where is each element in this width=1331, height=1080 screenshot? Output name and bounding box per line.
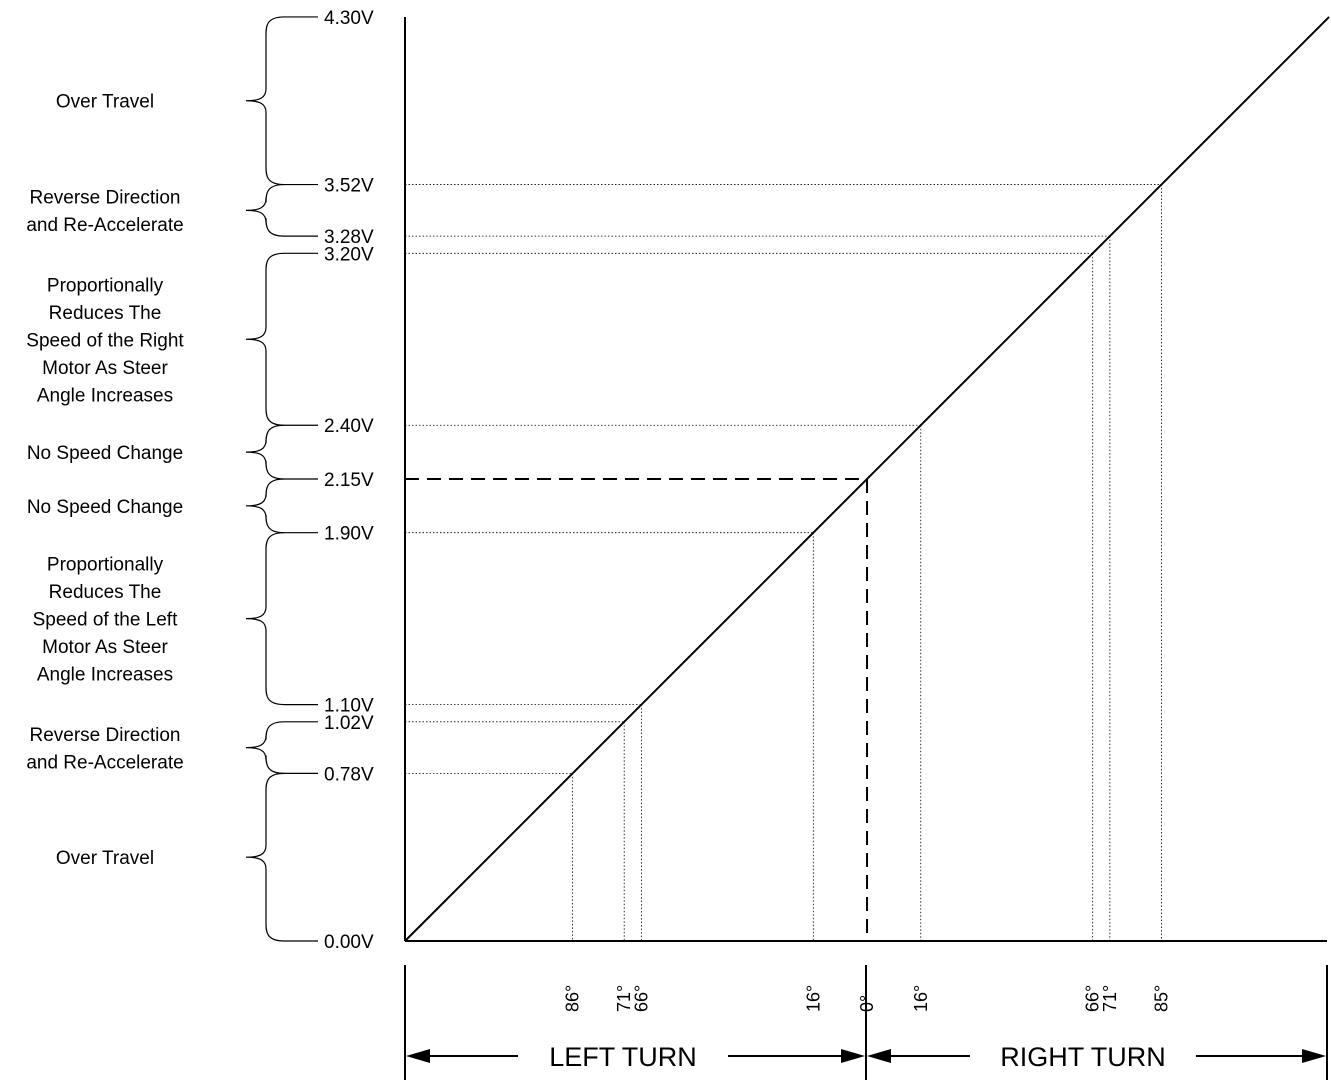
voltage-label: 3.28V	[324, 227, 374, 248]
angle-label: 85°	[1151, 985, 1171, 1012]
angle-label: 16°	[803, 985, 823, 1012]
voltage-label: 2.15V	[324, 470, 374, 491]
zone-brace	[245, 16, 285, 186]
zone-text: Over Travel	[56, 92, 154, 113]
angle-label: 71°	[1100, 985, 1120, 1012]
zone-text: Proportionally	[47, 275, 164, 296]
arrowhead-right-inner	[867, 1049, 891, 1063]
zone-brace	[245, 252, 285, 426]
zone-text: Reverse Direction	[30, 725, 181, 746]
zone-text: and Re-Accelerate	[26, 215, 183, 236]
right-turn-label: RIGHT TURN	[1000, 1042, 1166, 1072]
zone-text: Proportionally	[47, 555, 164, 576]
voltage-label: 0.78V	[324, 764, 374, 785]
voltage-label: 2.40V	[324, 416, 374, 437]
voltage-label: 3.52V	[324, 176, 374, 197]
zone-text: Motor As Steer	[42, 637, 168, 658]
angle-label: 66°	[631, 985, 651, 1012]
zone-text: Reduces The	[49, 303, 162, 324]
voltage-label: 3.20V	[324, 244, 374, 265]
voltage-label: 1.02V	[324, 713, 374, 734]
zone-text: No Speed Change	[27, 443, 183, 464]
zone-brace	[245, 721, 285, 774]
zone-text: Angle Increases	[37, 665, 173, 686]
angle-label: 16°	[911, 985, 931, 1012]
zone-text: Reverse Direction	[30, 188, 181, 209]
zone-brace	[245, 478, 285, 534]
zone-text: Over Travel	[56, 848, 154, 869]
arrowhead-right-outer	[1302, 1049, 1326, 1063]
zone-text: No Speed Change	[27, 497, 183, 518]
zone-brace	[245, 532, 285, 706]
angle-label: 0°	[857, 995, 877, 1012]
zone-brace	[245, 424, 285, 480]
angle-label: 86°	[563, 985, 583, 1012]
left-turn-label: LEFT TURN	[549, 1042, 697, 1072]
angle-label: 71°	[614, 985, 634, 1012]
guide-lines	[405, 184, 1162, 941]
zone-text: Speed of the Left	[33, 610, 178, 631]
zone-text: Angle Increases	[37, 385, 173, 406]
arrowhead-left-inner	[841, 1049, 865, 1063]
voltage-label: 1.10V	[324, 696, 374, 717]
zone-brace	[245, 772, 285, 942]
arrowhead-left-outer	[406, 1049, 430, 1063]
voltage-label: 1.90V	[324, 524, 374, 545]
angle-labels: 86° 71°66° 16° 0° 16° 66°71° 85°	[563, 985, 1172, 1012]
zone-brace	[245, 183, 285, 237]
zone-text: Motor As Steer	[42, 358, 168, 379]
angle-label: 66°	[1083, 985, 1103, 1012]
zone-text: Reduces The	[49, 582, 162, 603]
voltage-label: 4.30V	[324, 8, 374, 29]
voltage-label: 0.00V	[324, 932, 374, 953]
zone-text: and Re-Accelerate	[26, 752, 183, 773]
zone-text: Speed of the Right	[26, 330, 184, 351]
turn-indicators: LEFT TURN RIGHT TURN	[404, 965, 1328, 1080]
center-dashed-lines	[405, 477, 869, 941]
zone-labels: Over Travel Reverse Direction and Re-Accel…	[26, 16, 285, 942]
